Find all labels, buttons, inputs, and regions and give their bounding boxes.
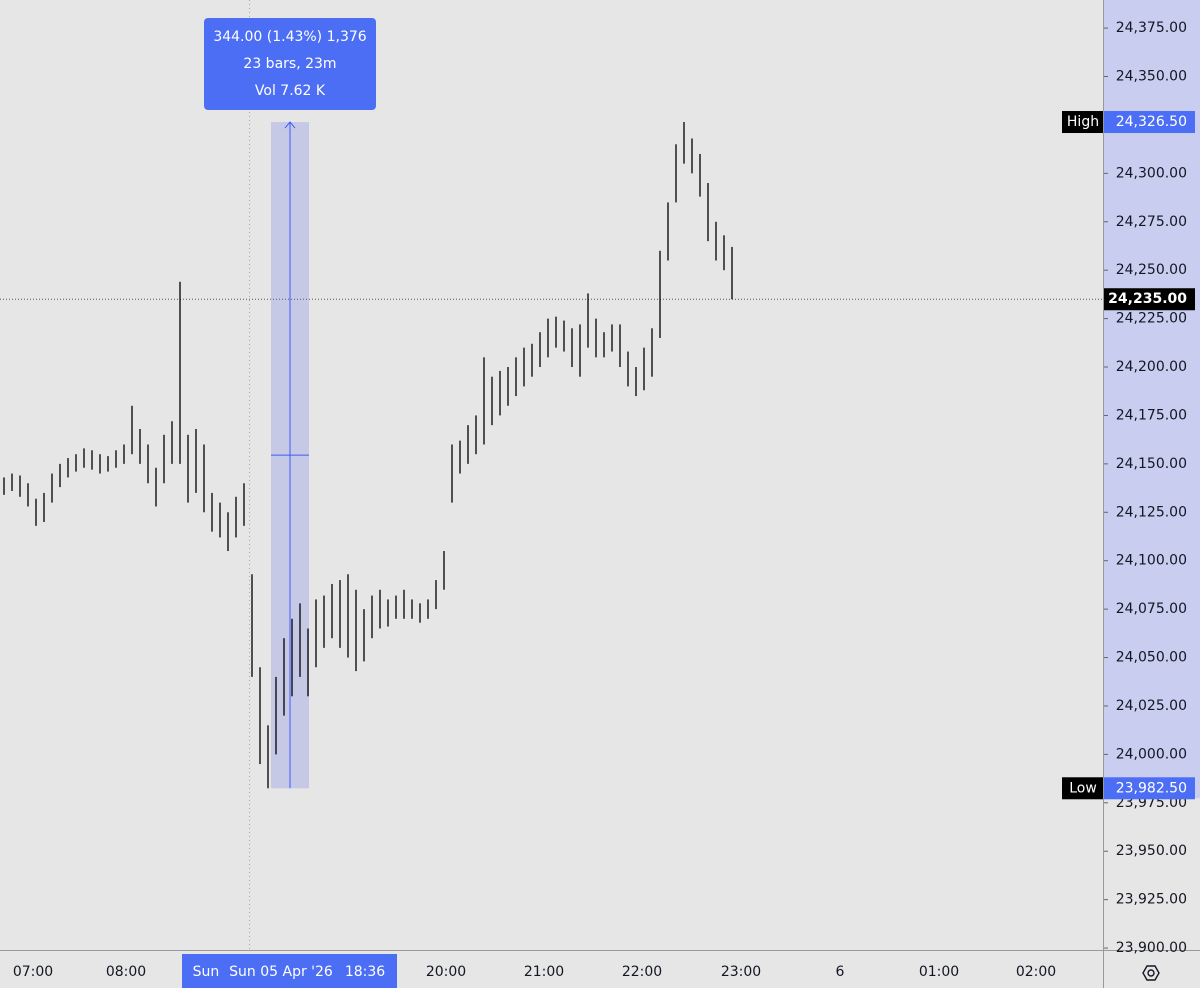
y-tick-label: 24,200.00 [1116,359,1187,375]
marker-tag [1062,777,1103,800]
y-tick-label: 24,025.00 [1116,698,1187,714]
marker-text: High [1067,114,1099,130]
y-tick-label: 24,350.00 [1116,69,1187,85]
y-tick-label: 23,925.00 [1116,892,1187,908]
y-tick-label: 24,000.00 [1116,746,1187,762]
y-tick-label: 24,175.00 [1116,407,1187,423]
y-tick-label: 24,300.00 [1116,165,1187,181]
y-tick-label: 24,225.00 [1116,311,1187,327]
last-price-label: 24,235.00 [1108,291,1187,307]
y-tick-label: 24,250.00 [1116,262,1187,278]
marker-price: 23,982.50 [1116,780,1187,796]
settings-circle [1147,969,1155,977]
settings-icon[interactable] [1142,965,1160,981]
y-tick-label: 23,900.00 [1116,940,1187,956]
time-label: 02:00 [1016,964,1056,980]
time-label: 07:00 [13,964,53,980]
marker-text: Low [1069,780,1097,796]
y-tick-label: 24,275.00 [1116,214,1187,230]
time-label: Sun 05 Apr '26 [229,964,333,980]
last-price-tag [1104,288,1195,311]
tooltip-line: 344.00 (1.43%) 1,376 [213,29,366,45]
marker-price-tag [1104,777,1195,800]
time-label: 21:00 [524,964,564,980]
marker-price: 24,326.50 [1116,114,1187,130]
measure-arrowhead [284,121,296,129]
y-tick-label: 24,050.00 [1116,650,1187,666]
time-label: 6 [836,964,845,980]
time-label: 18:36 [345,964,385,980]
y-tick-label: 23,950.00 [1116,843,1187,859]
marker-price-tag [1104,111,1195,134]
marker-tag [1062,111,1103,134]
y-tick-label: 24,100.00 [1116,553,1187,569]
time-label: 08:00 [106,964,146,980]
tooltip-line: 23 bars, 23m [243,56,336,72]
y-tick-label: 24,375.00 [1116,20,1187,36]
measure-tooltip [204,18,376,110]
time-label: Sun [193,964,220,980]
y-tick-label: 24,150.00 [1116,456,1187,472]
time-label: 01:00 [919,964,959,980]
price-axis-range-highlight [1104,0,1200,799]
y-tick-label: 24,075.00 [1116,601,1187,617]
time-label: 20:00 [426,964,466,980]
tooltip-line: Vol 7.62 K [255,83,326,99]
time-label: 22:00 [622,964,662,980]
time-highlight [182,954,397,988]
y-tick-label: 24,125.00 [1116,504,1187,520]
settings-hexagon [1142,965,1160,981]
time-label: 23:00 [721,964,761,980]
